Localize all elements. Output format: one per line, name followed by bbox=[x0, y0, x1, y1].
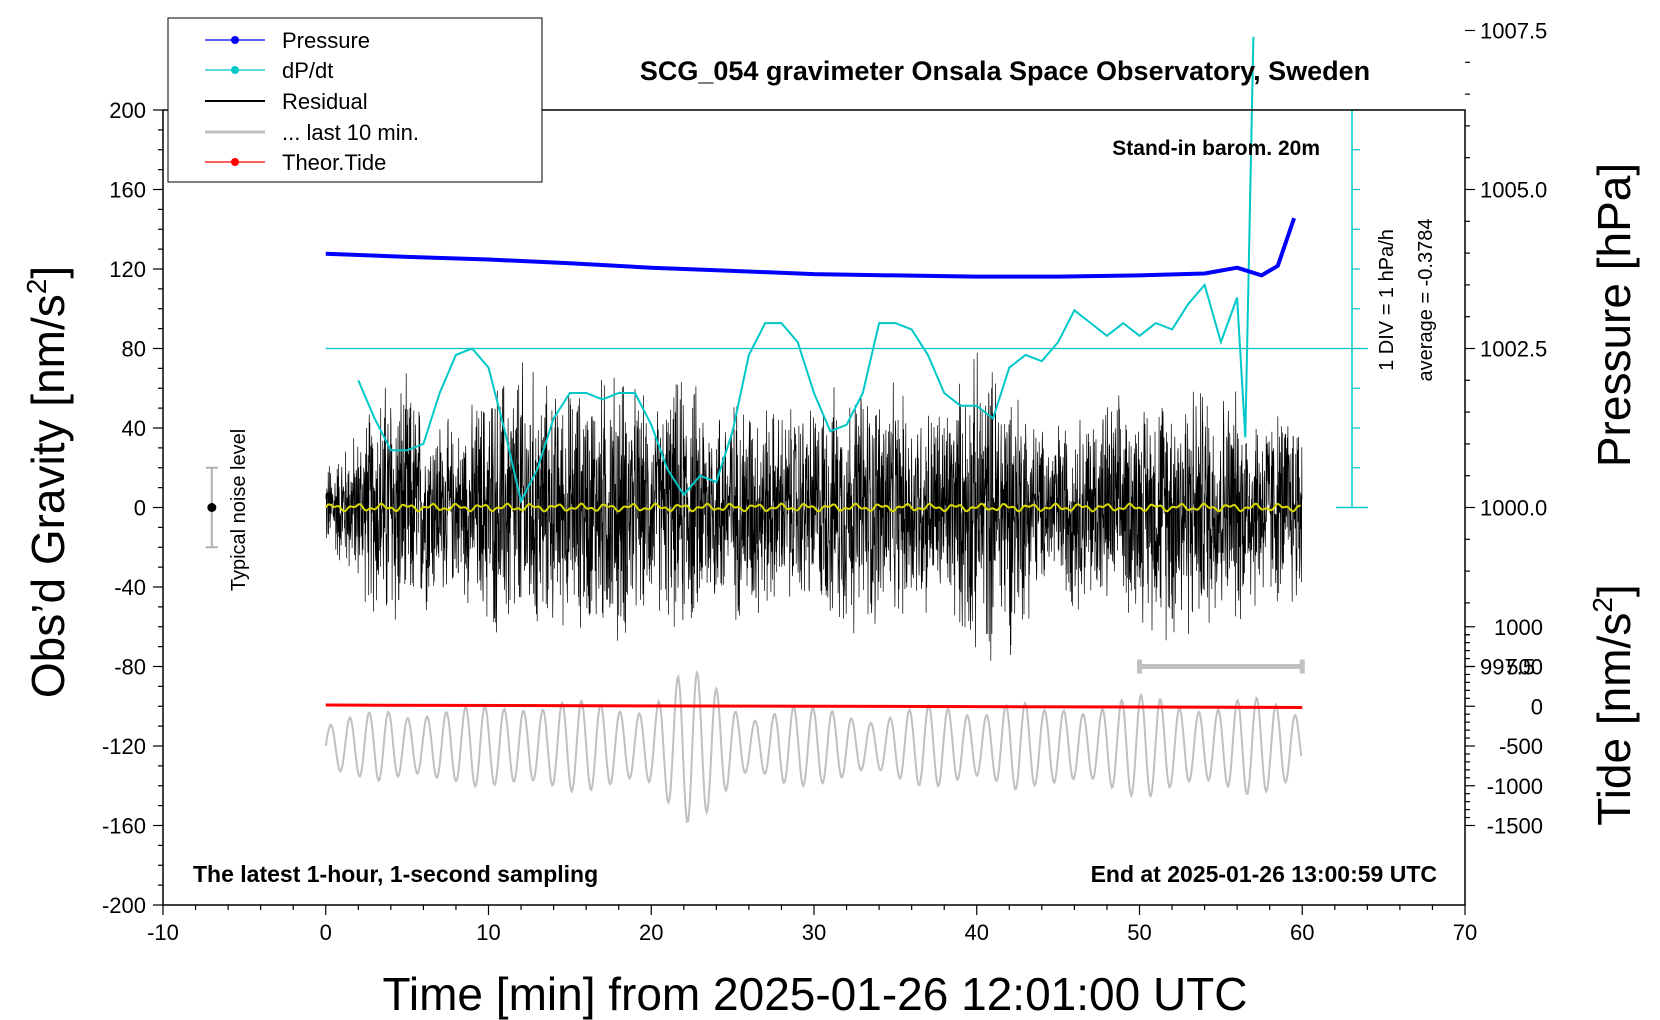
last10-trace bbox=[324, 670, 1303, 824]
y-tick-label: -160 bbox=[102, 814, 146, 839]
residual-trace bbox=[325, 352, 1303, 661]
legend-marker-dpdt bbox=[231, 66, 239, 74]
x-tick-label: 70 bbox=[1453, 920, 1477, 945]
tide-tick-label: -1000 bbox=[1487, 774, 1543, 799]
legend-label-tide: Theor.Tide bbox=[282, 150, 386, 175]
legend-label-pressure: Pressure bbox=[282, 28, 370, 53]
y-tick-label: -40 bbox=[114, 575, 146, 600]
y-tick-label: -80 bbox=[114, 655, 146, 680]
y-tick-label: 40 bbox=[122, 416, 146, 441]
x-tick-label: -10 bbox=[147, 920, 179, 945]
noise-level-label: Typical noise level bbox=[228, 429, 250, 591]
legend-label-dpdt: dP/dt bbox=[282, 58, 333, 83]
y-tick-label: 0 bbox=[134, 496, 146, 521]
y-axis-label-main: Obs’d Gravity [nm/s bbox=[22, 294, 74, 698]
legend: Pressure dP/dt Residual ... last 10 min.… bbox=[167, 17, 543, 183]
y-tick-label: 160 bbox=[109, 178, 146, 203]
residual-smoothed-trace bbox=[324, 502, 1301, 513]
plot-frame: -10 0 10 20 30 40 50 60 70 -200 -160 -120 -80 -40 0 40 8… bbox=[102, 19, 1547, 946]
pressure-tick-label: 1007.5 bbox=[1480, 19, 1547, 44]
div-scale-label: 1 DIV = 1 hPa/h bbox=[1376, 229, 1398, 371]
pressure-tick-label: 1002.5 bbox=[1480, 337, 1547, 362]
x-tick-label: 0 bbox=[320, 920, 332, 945]
tide-tick-label: -1500 bbox=[1487, 814, 1543, 839]
tide-axis-label: Tide [nm/s2] bbox=[1587, 584, 1640, 825]
x-tick-label: 30 bbox=[802, 920, 826, 945]
x-tick-label: 50 bbox=[1127, 920, 1151, 945]
footer-right-note: End at 2025-01-26 13:00:59 UTC bbox=[1091, 861, 1437, 887]
legend-label-last10: ... last 10 min. bbox=[282, 120, 419, 145]
y-tick-label: 80 bbox=[122, 337, 146, 362]
x-tick-label: 20 bbox=[639, 920, 663, 945]
tide-tick-label: -500 bbox=[1499, 734, 1543, 759]
average-label: average = -0.3784 bbox=[1415, 219, 1437, 382]
x-tick-label: 40 bbox=[965, 920, 989, 945]
barometer-note: Stand-in barom. 20m bbox=[1112, 137, 1320, 160]
legend-entry-dpdt: dP/dt bbox=[205, 58, 333, 83]
chart-title: SCG_054 gravimeter Onsala Space Observat… bbox=[640, 56, 1370, 86]
legend-marker-tide bbox=[231, 158, 239, 166]
series-layer bbox=[205, 36, 1368, 824]
pressure-tick-label: 1000.0 bbox=[1480, 496, 1547, 521]
tide-axis-label-sup: 2 bbox=[1587, 597, 1618, 613]
x-axis-label: Time [min] from 2025-01-26 12:01:00 UTC bbox=[383, 968, 1248, 1020]
tide-axis-label-end: ] bbox=[1588, 584, 1640, 597]
y-tick-label: 200 bbox=[109, 98, 146, 123]
legend-entry-tide: Theor.Tide bbox=[205, 150, 386, 175]
footer-left-note: The latest 1-hour, 1-second sampling bbox=[193, 861, 598, 887]
y-axis-label-sup: 2 bbox=[21, 279, 52, 295]
legend-entry-residual: Residual bbox=[205, 89, 368, 114]
legend-entry-pressure: Pressure bbox=[205, 28, 370, 53]
y-tick-label: -200 bbox=[102, 893, 146, 918]
pressure-trace bbox=[325, 217, 1296, 279]
tide-tick-label: 0 bbox=[1531, 694, 1543, 719]
tide-tick-label: 1000 bbox=[1494, 615, 1543, 640]
y-tick-label: -120 bbox=[102, 734, 146, 759]
tide-trace bbox=[325, 703, 1303, 709]
dpdt-trace bbox=[357, 36, 1255, 504]
x-tick-label: 10 bbox=[476, 920, 500, 945]
y-tick-label: 120 bbox=[109, 257, 146, 282]
legend-entry-last10: ... last 10 min. bbox=[205, 120, 419, 145]
pressure-tick-label: 997.5 bbox=[1480, 655, 1535, 680]
tide-axis-label-main: Tide [nm/s bbox=[1588, 613, 1640, 826]
y-axis-label: Obs’d Gravity [nm/s2] bbox=[21, 266, 74, 698]
tide-tick-label: 500 bbox=[1506, 655, 1543, 680]
legend-label-residual: Residual bbox=[282, 89, 368, 114]
pressure-tick-label: 1005.0 bbox=[1480, 178, 1547, 203]
pressure-axis-label: Pressure [hPa] bbox=[1588, 163, 1640, 467]
legend-marker-pressure bbox=[231, 36, 239, 44]
noise-level-dot bbox=[207, 503, 217, 512]
y-axis-label-end: ] bbox=[22, 266, 74, 279]
x-tick-label: 60 bbox=[1290, 920, 1314, 945]
